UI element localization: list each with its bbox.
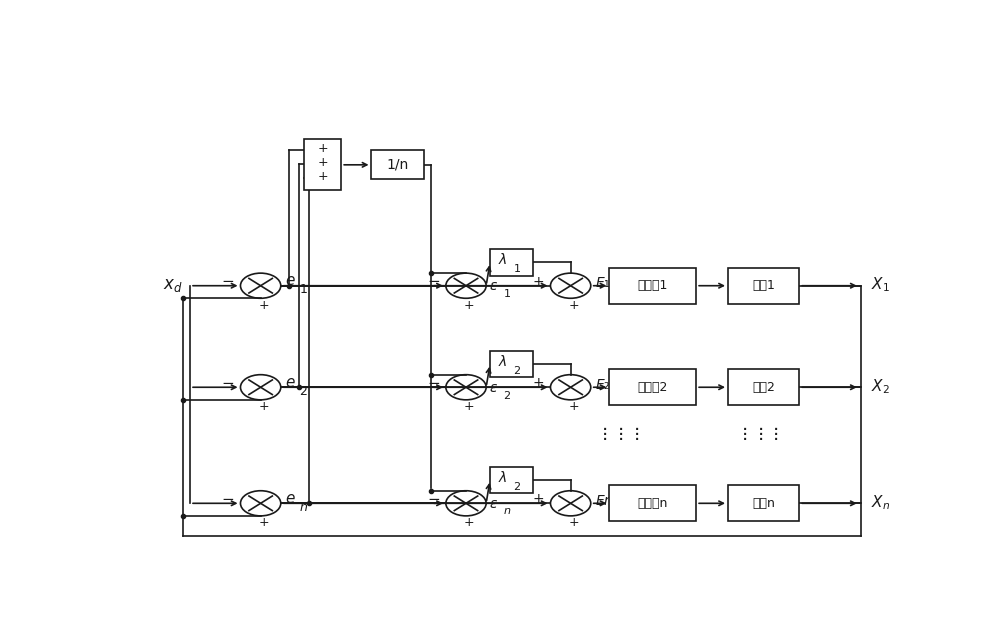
Text: $n$: $n$ [503,506,511,516]
FancyBboxPatch shape [304,139,341,190]
Text: 1/n: 1/n [387,158,409,172]
FancyBboxPatch shape [490,249,533,276]
Text: ·: · [773,431,779,450]
Text: +: + [258,516,269,529]
Text: −: − [222,274,234,290]
Text: ·: · [742,426,748,445]
Text: +: + [464,400,474,413]
Text: ·: · [742,431,748,450]
Text: $1$: $1$ [299,283,308,296]
Text: $En$: $En$ [595,494,614,508]
Text: +: + [568,298,579,311]
Text: ·: · [757,431,764,450]
Text: $1$: $1$ [503,288,511,300]
FancyBboxPatch shape [371,150,424,180]
Text: ·: · [773,421,779,440]
Text: $X_1$: $X_1$ [871,276,890,294]
Text: $n$: $n$ [299,501,308,514]
Text: +: + [464,516,474,529]
Text: +: + [258,400,269,413]
Text: $\lambda$: $\lambda$ [498,252,507,268]
Text: ·: · [618,426,624,445]
Text: $\varepsilon$: $\varepsilon$ [489,279,498,293]
Text: $X_n$: $X_n$ [871,493,890,512]
Text: −: − [222,376,234,391]
Text: $1$: $1$ [513,262,521,274]
Text: +: + [317,170,328,183]
Text: +: + [317,143,328,155]
Text: +: + [568,400,579,413]
Text: 电机2: 电机2 [752,381,775,394]
Text: $\lambda$: $\lambda$ [498,354,507,369]
Text: 电机1: 电机1 [752,279,775,292]
Text: $E₁$: $E₁$ [595,276,611,290]
Text: ·: · [602,421,609,440]
Text: ·: · [773,426,779,445]
FancyBboxPatch shape [728,369,799,406]
FancyBboxPatch shape [609,369,696,406]
Text: $\varepsilon$: $\varepsilon$ [489,381,498,395]
Text: $E₂$: $E₂$ [595,378,611,392]
Text: $e$: $e$ [285,273,296,288]
Text: ·: · [618,431,624,450]
FancyBboxPatch shape [490,350,533,377]
Text: ·: · [757,421,764,440]
FancyBboxPatch shape [609,485,696,521]
Text: −: − [427,376,440,391]
Text: +: + [533,275,544,289]
Text: ·: · [633,421,640,440]
FancyBboxPatch shape [609,268,696,304]
Text: $x_d$: $x_d$ [163,276,183,295]
Text: ·: · [633,426,640,445]
FancyBboxPatch shape [728,268,799,304]
Text: $\varepsilon$: $\varepsilon$ [489,497,498,511]
Text: +: + [258,298,269,311]
Text: +: + [533,492,544,506]
Text: $X_2$: $X_2$ [871,377,890,396]
Text: 控制全n: 控制全n [638,497,668,510]
Text: 电机n: 电机n [752,497,775,510]
Text: +: + [317,156,328,169]
Text: ·: · [633,431,640,450]
Text: 控制全1: 控制全1 [638,279,668,292]
Text: ·: · [742,421,748,440]
Text: ·: · [618,421,624,440]
Text: +: + [568,516,579,529]
Text: $e$: $e$ [285,491,296,506]
Text: −: − [427,492,440,507]
Text: $2$: $2$ [513,480,521,492]
FancyBboxPatch shape [728,485,799,521]
Text: $e$: $e$ [285,375,296,390]
Text: −: − [427,274,440,290]
Text: 控制全2: 控制全2 [638,381,668,394]
Text: −: − [222,492,234,507]
Text: ·: · [602,426,609,445]
Text: ·: · [602,431,609,450]
Text: $2$: $2$ [299,384,308,398]
FancyBboxPatch shape [490,467,533,493]
Text: +: + [464,298,474,311]
Text: $\lambda$: $\lambda$ [498,470,507,485]
Text: $2$: $2$ [513,364,521,376]
Text: $2$: $2$ [503,389,511,401]
Text: ·: · [757,426,764,445]
Text: +: + [533,376,544,391]
